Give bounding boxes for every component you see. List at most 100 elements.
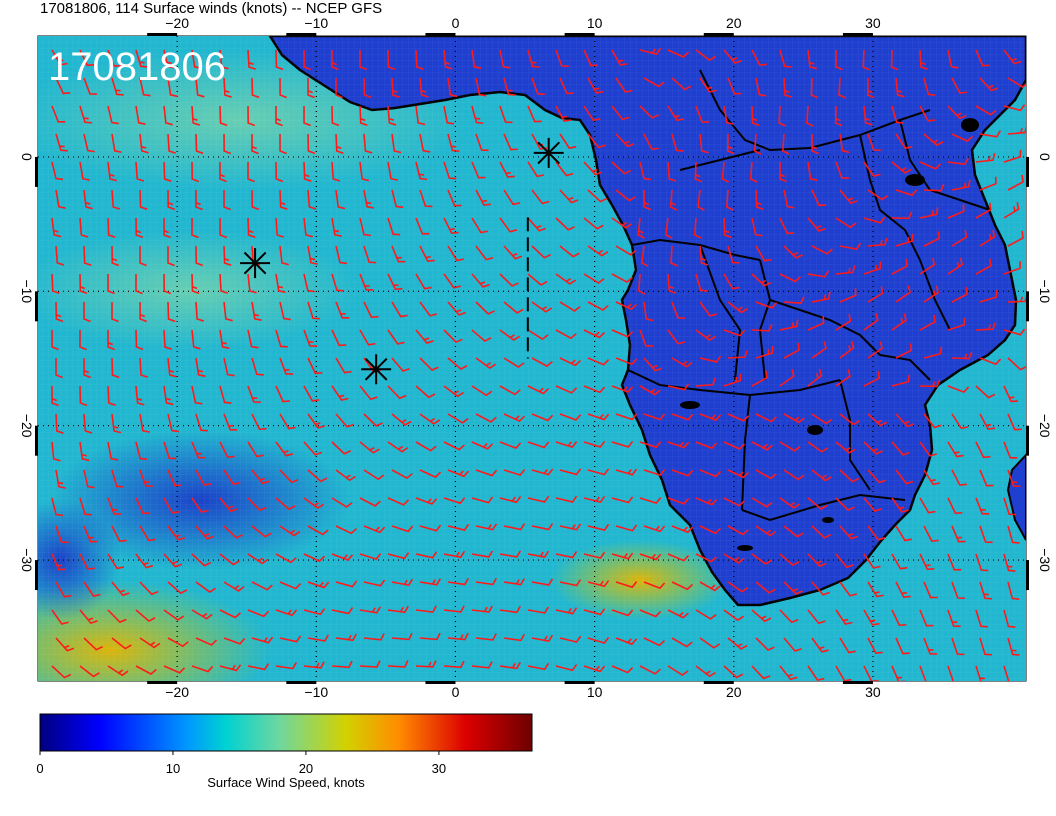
wind-barb — [195, 189, 203, 211]
wind-barb — [555, 607, 578, 615]
wind-barb — [919, 441, 937, 457]
wind-barb — [251, 525, 272, 538]
wind-barb — [331, 660, 353, 669]
wind-barb — [779, 441, 801, 452]
wind-barb — [471, 441, 494, 450]
wind-barb — [219, 609, 241, 619]
wind-barb — [79, 273, 88, 295]
wind-barb — [779, 553, 800, 567]
wind-barb — [1003, 441, 1018, 459]
wind-barb — [251, 636, 274, 644]
wind-barb — [247, 217, 256, 239]
wind-barb — [611, 496, 634, 504]
wind-barb — [555, 329, 577, 340]
wind-barb — [723, 105, 734, 125]
wind-barb — [139, 301, 148, 323]
wind-barb — [443, 441, 465, 451]
wind-barb — [503, 189, 521, 206]
wind-barb — [391, 301, 408, 318]
wind-barb — [867, 413, 888, 427]
wind-barb — [79, 441, 90, 462]
wind-barb — [303, 49, 311, 71]
wind-barb — [163, 609, 185, 621]
wind-barb — [640, 245, 649, 267]
wind-barb — [195, 413, 209, 432]
country-borders — [627, 69, 991, 522]
wind-barb — [223, 637, 246, 645]
wind-barb — [839, 133, 850, 154]
wind-barb — [947, 49, 959, 69]
wind-barb — [778, 105, 786, 127]
wind-barb — [923, 469, 941, 486]
wind-barb — [223, 413, 238, 431]
wind-barb — [615, 133, 635, 148]
wind-barb — [667, 441, 690, 449]
wind-barb — [83, 133, 95, 153]
wind-barb — [247, 49, 256, 70]
wind-barb — [167, 413, 179, 433]
wind-barb — [111, 357, 120, 379]
wind-barb — [475, 357, 497, 369]
wind-barb — [447, 301, 466, 316]
wind-barb — [751, 497, 773, 508]
wind-barb — [223, 469, 241, 486]
wind-barb — [51, 217, 62, 238]
wind-barb — [835, 609, 853, 625]
wind-barb — [699, 245, 709, 266]
wind-barb — [587, 580, 610, 588]
wind-barb — [251, 581, 273, 591]
wind-barb — [919, 497, 936, 514]
wind-barb — [583, 608, 606, 616]
wind-barb — [191, 273, 200, 295]
wind-barb — [699, 301, 717, 317]
wind-barb — [223, 77, 232, 98]
wind-barb — [891, 313, 907, 331]
wind-barb — [919, 49, 928, 70]
wind-barb — [83, 581, 101, 597]
wind-barb — [443, 329, 463, 344]
wind-barb — [755, 469, 777, 480]
wind-barb — [891, 259, 908, 275]
wind-barb — [531, 357, 553, 368]
wind-barb — [307, 133, 316, 155]
wind-barb — [835, 49, 843, 71]
wind-barb — [643, 77, 665, 88]
wind-barb — [727, 525, 749, 536]
wind-barb — [807, 553, 827, 568]
wind-barb — [167, 133, 176, 154]
wind-barb — [279, 301, 291, 321]
wind-barb — [503, 413, 526, 423]
wind-barb — [251, 357, 264, 376]
wind-barb — [531, 578, 554, 586]
wind-barb — [835, 217, 857, 229]
wind-barb — [359, 273, 374, 291]
wind-barb — [834, 105, 843, 127]
wind-barb — [251, 189, 260, 211]
wind-barb — [279, 635, 302, 643]
wind-barb — [359, 329, 376, 346]
wind-barb — [583, 665, 606, 673]
wind-barb — [867, 469, 887, 484]
wind-barb — [867, 637, 883, 654]
wind-barb — [947, 497, 963, 515]
wind-barb — [107, 609, 127, 624]
wind-barb — [191, 497, 209, 513]
wind-barb — [975, 153, 996, 163]
wind-barb — [447, 469, 470, 478]
wind-barb — [279, 133, 287, 155]
wind-barb — [307, 634, 330, 642]
lat-tick-bar — [35, 156, 38, 187]
wind-barb — [751, 370, 768, 387]
wind-barb — [639, 329, 654, 347]
wind-barb — [499, 161, 515, 178]
wind-barb — [275, 609, 298, 617]
wind-barb — [51, 553, 66, 571]
wind-barb — [611, 49, 628, 66]
wind-barb — [783, 637, 802, 652]
lon-tick-bar — [564, 681, 595, 684]
wind-barb — [755, 525, 777, 537]
wind-barb — [387, 605, 409, 614]
wind-barb — [79, 553, 95, 570]
wind-barb — [391, 413, 412, 426]
wind-barb — [695, 329, 716, 342]
